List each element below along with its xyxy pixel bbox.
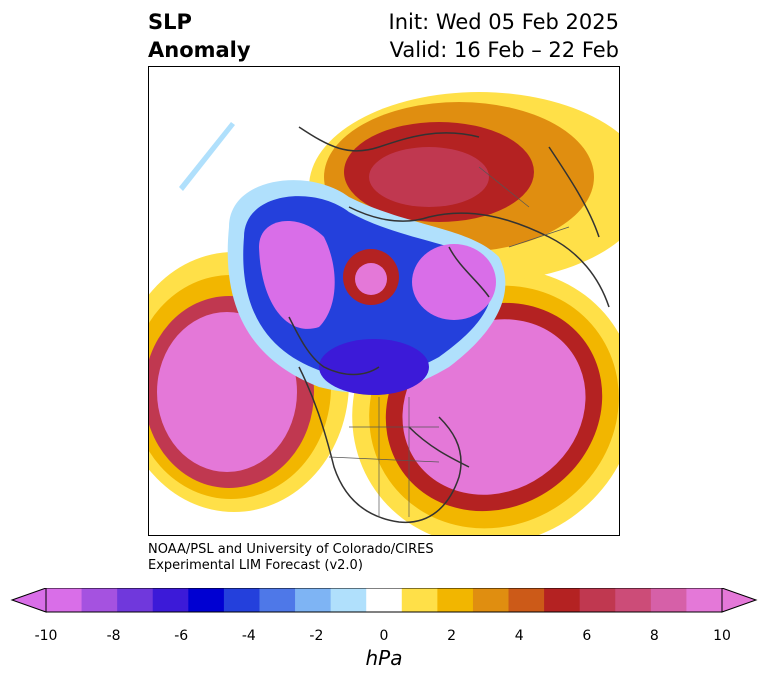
- colorbar-segment: [401, 588, 438, 612]
- valid-range: Valid: 16 Feb – 22 Feb: [389, 38, 619, 62]
- colorbar-tick-label: 2: [447, 628, 457, 644]
- colorbar-segment: [46, 588, 83, 612]
- colorbar-segment: [295, 588, 332, 612]
- credit-text: NOAA/PSL and University of Colorado/CIRE…: [148, 542, 434, 574]
- map-title: SLP Anomaly: [148, 8, 251, 64]
- negative-anomaly-core-south: [319, 339, 429, 395]
- pacific-negative-streak: [179, 122, 235, 191]
- colorbar-segment: [152, 588, 189, 612]
- colorbar-outline: [45, 588, 723, 613]
- colorbar-segment: [472, 588, 510, 612]
- coastlines: [288, 126, 610, 524]
- pacific-positive-anomaly-core: [157, 312, 297, 472]
- forecast-dates: Init: Wed 05 Feb 2025 Valid: 16 Feb – 22…: [389, 8, 619, 64]
- credit-line-1: NOAA/PSL and University of Colorado/CIRE…: [148, 542, 434, 557]
- colorbar-segment: [330, 588, 367, 612]
- colorbar-segment: [117, 588, 154, 612]
- colorbar-segment: [544, 588, 581, 612]
- negative-anomaly-core-west: [259, 220, 335, 329]
- negative-anomaly-core-east: [412, 244, 496, 320]
- colorbar-tick-label: 6: [582, 628, 592, 644]
- borders: [328, 166, 570, 517]
- colorbar-tick-label: 10: [713, 628, 731, 644]
- colorbar-tick-label: 8: [649, 628, 659, 644]
- colorbar: [10, 588, 758, 613]
- colorbar-segment: [437, 588, 474, 612]
- colorbar-segment: [615, 588, 652, 612]
- init-date: Init: Wed 05 Feb 2025: [388, 10, 619, 34]
- colorbar-segment: [81, 588, 118, 612]
- colorbar-tick-label: -8: [106, 628, 121, 644]
- colorbar-tick-label: 0: [379, 628, 389, 644]
- colorbar-max-extension: [721, 588, 758, 613]
- colorbar-unit: hPa: [365, 646, 403, 670]
- colorbar-tick-label: -10: [34, 628, 58, 644]
- colorbar-segment: [188, 588, 225, 612]
- credit-line-2: Experimental LIM Forecast (v2.0): [148, 558, 363, 573]
- colorbar-segment: [508, 588, 545, 612]
- title-line-2: Anomaly: [148, 38, 251, 62]
- map-canvas: [149, 92, 619, 535]
- colorbar-segments: [46, 588, 723, 612]
- colorbar-segment: [579, 588, 616, 612]
- arctic-positive-anomaly-core: [355, 263, 387, 295]
- title-line-1: SLP: [148, 10, 192, 34]
- colorbar-segment: [686, 588, 723, 612]
- colorbar-tick-label: -2: [309, 628, 324, 644]
- eurasia-positive-anomaly-core: [369, 147, 489, 207]
- slp-anomaly-map: [148, 66, 620, 536]
- colorbar-tick-label: 4: [514, 628, 524, 644]
- colorbar-segment: [366, 588, 403, 612]
- colorbar-segment: [650, 588, 687, 612]
- colorbar-segment: [259, 588, 296, 612]
- colorbar-segment: [223, 588, 260, 612]
- colorbar-tick-label: -6: [174, 628, 189, 644]
- colorbar-min-extension: [10, 588, 47, 613]
- colorbar-tick-label: -4: [241, 628, 256, 644]
